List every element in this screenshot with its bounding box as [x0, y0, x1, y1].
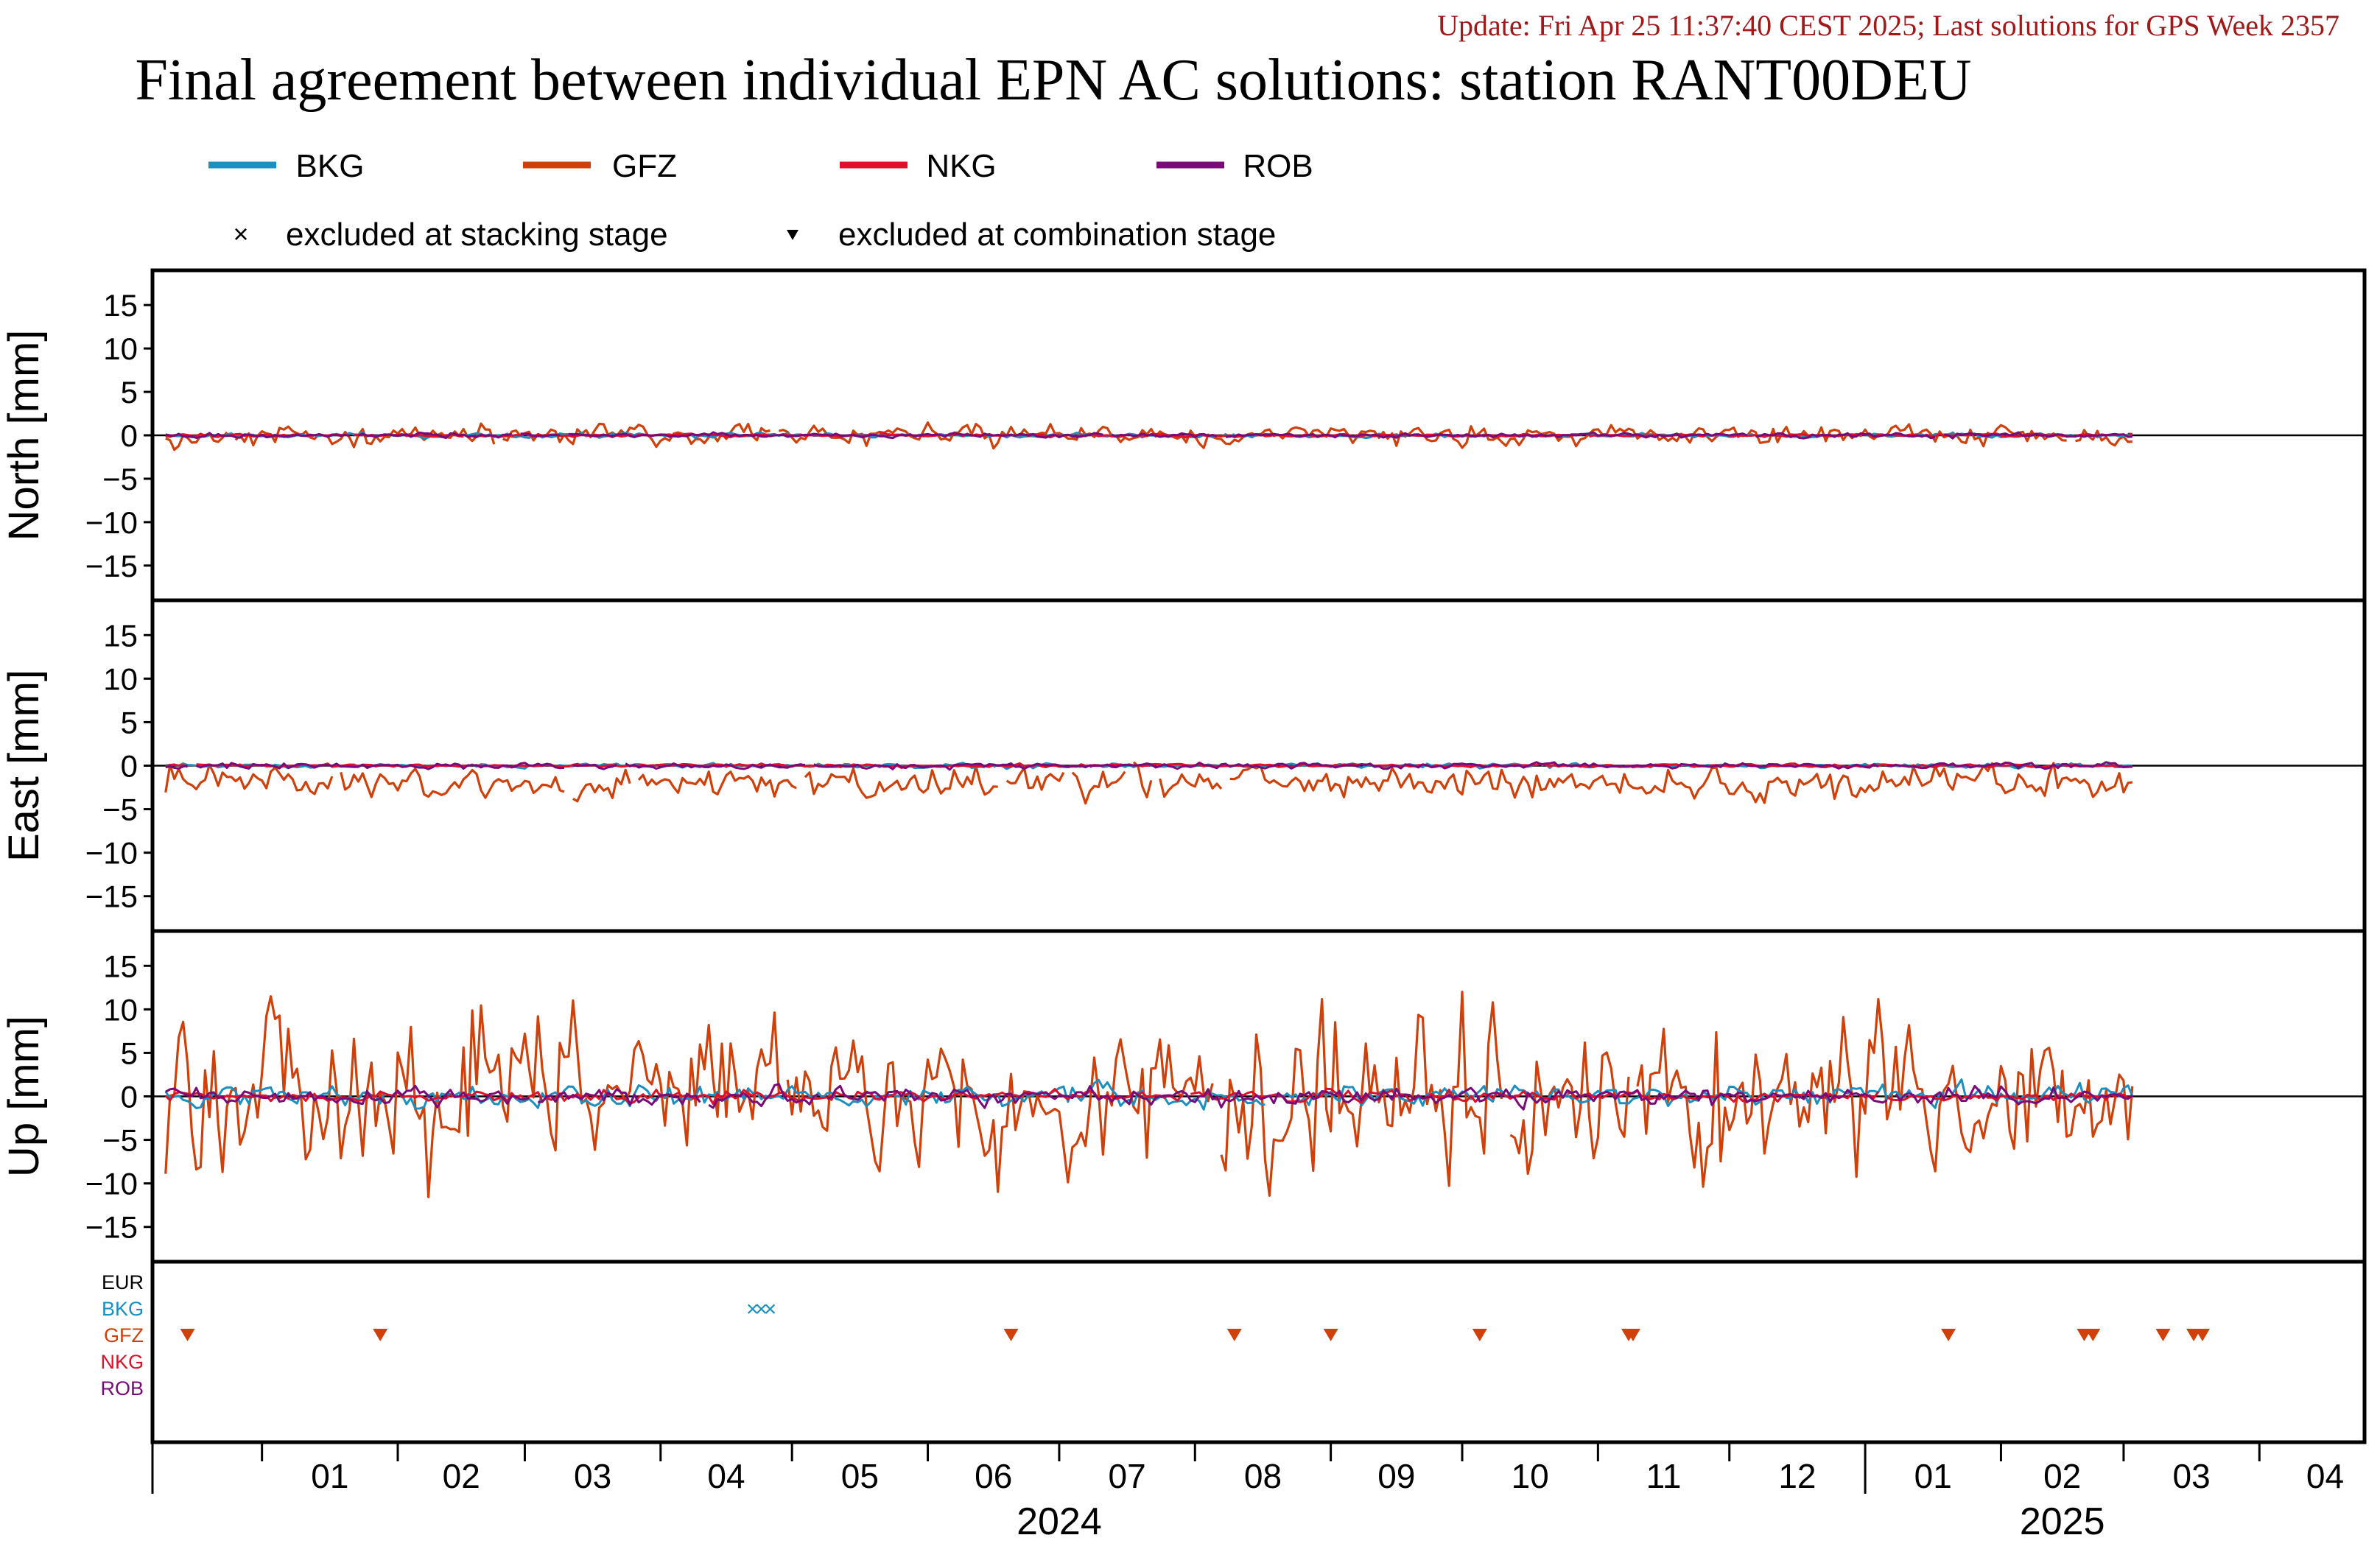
x-tick-label: 06 [975, 1457, 1012, 1495]
y-tick-label: −10 [85, 505, 138, 540]
y-tick-label: −15 [85, 549, 138, 583]
plot-area [152, 991, 2365, 1198]
y-axis-label: Up [mm] [0, 1016, 48, 1177]
x-tick-label: 12 [1778, 1457, 1816, 1495]
legend-item-gfz: GFZ [523, 148, 677, 184]
combination-exclusion-mark [180, 1329, 195, 1341]
x-tick-label: 07 [1109, 1457, 1146, 1495]
combination-exclusion-mark [1625, 1329, 1640, 1341]
combination-exclusion-mark [1323, 1329, 1338, 1341]
legend-label: BKG [296, 148, 365, 184]
combination-exclusion-mark [2085, 1329, 2101, 1341]
y-tick-label: −5 [102, 793, 138, 827]
x-tick-label: 01 [311, 1457, 348, 1495]
stacking-exclusion-mark: × [746, 1297, 759, 1321]
legend-item-nkg: NKG [840, 148, 997, 184]
exclusion-row-label: EUR [102, 1271, 144, 1293]
legend-item-rob: ROB [1156, 148, 1313, 184]
x-tick-label: 02 [2043, 1457, 2081, 1495]
combination-exclusion-mark [1226, 1329, 1242, 1341]
cross-icon: × [233, 219, 248, 249]
x-tick-label: 04 [2306, 1457, 2344, 1495]
stacking-exclusion-mark: × [755, 1297, 768, 1321]
legend-label: ROB [1243, 148, 1313, 184]
plot-area [152, 761, 2365, 805]
legend-label: GFZ [612, 148, 677, 184]
y-tick-label: 10 [103, 992, 138, 1027]
x-tick-label: 02 [443, 1457, 480, 1495]
y-tick-label: 15 [103, 288, 138, 323]
x-tick-label: 01 [1914, 1457, 1952, 1495]
exclusion-row-label: NKG [100, 1351, 144, 1373]
series-line-rob [165, 431, 2132, 440]
y-tick-label: 0 [121, 1080, 138, 1114]
combination-exclusion-mark [373, 1329, 388, 1341]
y-tick-label: 5 [121, 1036, 138, 1070]
combination-exclusion-mark [1003, 1329, 1019, 1341]
combination-exclusion-mark [2194, 1329, 2210, 1341]
x-tick-label: 10 [1512, 1457, 1549, 1495]
y-tick-label: 0 [121, 749, 138, 784]
series-line-gfz [164, 761, 2133, 805]
x-tick-label: 05 [841, 1457, 879, 1495]
y-tick-label: −10 [85, 1167, 138, 1201]
panel-north: 15 10 5 0 −5 −10 −15 North [mm] [0, 268, 2367, 603]
year-label: 2025 [2020, 1500, 2105, 1543]
plot-panels: 15 10 5 0 −5 −10 −15 North [mm] 15 10 5 0 −5 −10 −15 Ea… [0, 268, 2367, 1444]
series-line-rob [165, 761, 2132, 771]
y-tick-label: 10 [103, 331, 138, 366]
triangle-down-icon [787, 230, 798, 240]
legend-item-bkg: BKG [208, 148, 364, 184]
plot-area [152, 421, 2365, 452]
update-line: Update: Fri Apr 25 11:37:40 CEST 2025; L… [1437, 9, 2339, 42]
legend: BKG GFZ NKG ROB × excluded at stacking stage e… [208, 148, 1313, 253]
x-tick-label: 09 [1377, 1457, 1415, 1495]
panel-up: 15 10 5 0 −5 −10 −15 Up [mm] [0, 929, 2367, 1264]
series-line-nkg [165, 762, 2133, 769]
y-tick-label: 5 [121, 375, 138, 410]
stacking-exclusion-mark: × [764, 1297, 777, 1321]
y-tick-label: −15 [85, 879, 138, 914]
exclusion-row-label: ROB [100, 1377, 144, 1399]
chart-title: Final agreement between individual EPN A… [135, 48, 1971, 113]
x-tick-label: 08 [1244, 1457, 1282, 1495]
y-tick-label: −5 [102, 1123, 138, 1158]
y-axis-label: North [mm] [0, 330, 48, 541]
year-label: 2024 [1017, 1500, 1102, 1543]
y-tick-label: 0 [121, 418, 138, 453]
y-tick-label: −5 [102, 462, 138, 496]
legend-combination-marker: excluded at combination stage [787, 217, 1276, 253]
exclusion-row-label: GFZ [104, 1324, 144, 1346]
panel-frame [150, 1260, 2367, 1444]
legend-stacking-marker: × excluded at stacking stage [233, 217, 667, 253]
y-tick-label: 15 [103, 618, 138, 653]
panel-east: 15 10 5 0 −5 −10 −15 East [mm] [0, 598, 2367, 933]
combination-exclusion-mark [2155, 1329, 2171, 1341]
y-tick-label: 15 [103, 949, 138, 983]
y-tick-label: −10 [85, 836, 138, 871]
series-line-rob [165, 1083, 2133, 1111]
panel-exclusions: EUR BKG GFZ NKG ROB ××× [100, 1260, 2367, 1444]
y-tick-label: 5 [121, 705, 138, 740]
y-tick-label: −15 [85, 1210, 138, 1245]
combination-exclusion-mark [1472, 1329, 1487, 1341]
y-axis-label: East [mm] [0, 670, 48, 862]
y-tick-label: 10 [103, 661, 138, 696]
x-tick-label: 11 [1646, 1457, 1682, 1495]
combination-exclusion-mark [1941, 1329, 1956, 1341]
x-tick-label: 03 [574, 1457, 611, 1495]
legend-label: NKG [926, 148, 996, 184]
exclusion-row-label: BKG [102, 1298, 144, 1320]
x-tick-label: 03 [2173, 1457, 2211, 1495]
legend-label: excluded at combination stage [838, 217, 1276, 253]
x-axis: 01 02 03 04 05 06 07 08 09 10 11 12 01 02 03 04 2024 2025 [151, 1441, 2365, 1543]
x-tick-label: 04 [707, 1457, 745, 1495]
legend-label: excluded at stacking stage [286, 217, 668, 253]
